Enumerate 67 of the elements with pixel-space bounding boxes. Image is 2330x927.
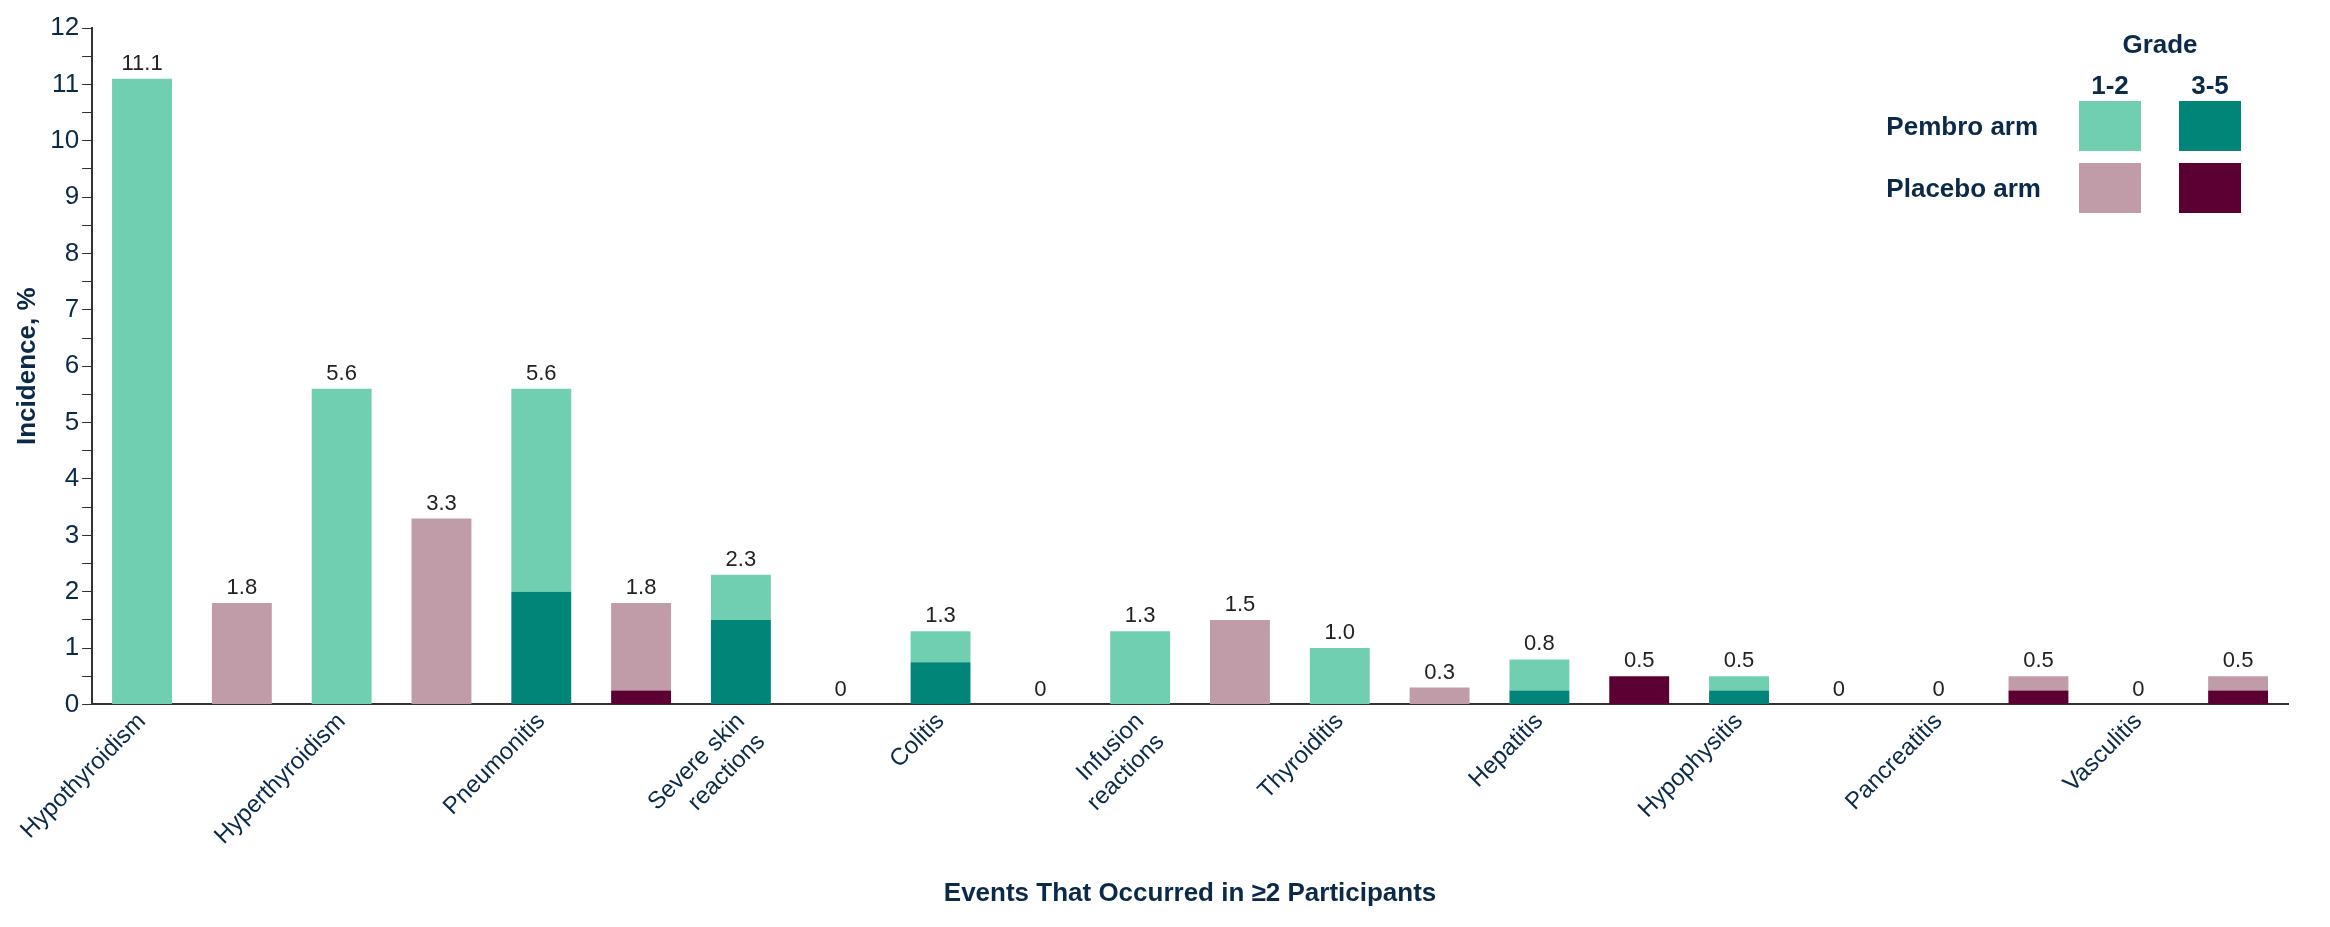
bar bbox=[1709, 690, 1769, 704]
y-tick-label: 7 bbox=[64, 293, 80, 324]
total-label: 0 bbox=[1932, 675, 1945, 701]
y-tick-label: 9 bbox=[64, 180, 80, 211]
y-tick-label: 1 bbox=[64, 631, 80, 662]
y-tick-label: 10 bbox=[50, 123, 80, 154]
bar bbox=[311, 388, 372, 704]
y-axis-title: Incidence, % bbox=[10, 287, 41, 445]
total-label: 11.1 bbox=[121, 49, 163, 75]
bar bbox=[611, 603, 672, 691]
y-tick-label: 2 bbox=[64, 574, 80, 605]
bar bbox=[2208, 690, 2269, 704]
total-label: 0.5 bbox=[1623, 647, 1655, 673]
y-tick-label: 4 bbox=[64, 462, 80, 493]
total-label: 1.5 bbox=[1224, 590, 1256, 616]
total-label: 0.5 bbox=[2023, 647, 2054, 673]
annotation: Placebo arm bbox=[1885, 171, 2042, 205]
legend-title: Grade bbox=[2121, 28, 2199, 61]
text: 3-5 bbox=[2190, 70, 2230, 100]
bar bbox=[1309, 648, 1370, 704]
y-tick-label: 8 bbox=[64, 236, 80, 267]
total-label: 5.6 bbox=[525, 359, 557, 385]
total-label: 1.3 bbox=[1124, 602, 1156, 628]
y-tick-label: 11 bbox=[52, 67, 80, 98]
bar bbox=[611, 690, 672, 704]
bar bbox=[511, 388, 572, 592]
x-axis-title: Events That Occurred in ≥2 Participants bbox=[943, 876, 1437, 907]
total-label: 1.8 bbox=[625, 574, 657, 600]
total-label: 0.5 bbox=[2222, 647, 2254, 673]
total-label: 2.3 bbox=[725, 545, 757, 571]
bar bbox=[1509, 659, 1570, 691]
bar bbox=[2008, 676, 2069, 691]
bar bbox=[1210, 619, 1270, 704]
total-label: 0.8 bbox=[1524, 630, 1555, 656]
bar bbox=[1409, 687, 1470, 704]
bar bbox=[2008, 690, 2069, 704]
bar bbox=[1609, 676, 1670, 704]
bar bbox=[112, 78, 172, 704]
total-label: 3.3 bbox=[426, 489, 457, 515]
total-label: 0.3 bbox=[1424, 658, 1455, 684]
y-tick-label: 12 bbox=[50, 11, 80, 42]
y-tick-label: 3 bbox=[64, 518, 80, 549]
y-tick-label: 5 bbox=[64, 405, 80, 436]
text: 1-2 bbox=[2090, 70, 2130, 100]
bar bbox=[1509, 690, 1570, 704]
y-tick-label: 0 bbox=[64, 687, 80, 718]
annotation: Pembro arm bbox=[1885, 109, 2040, 143]
bar bbox=[511, 591, 572, 704]
bar bbox=[1709, 676, 1769, 691]
total-label: 1.0 bbox=[1324, 619, 1356, 645]
total-label: 1.8 bbox=[226, 574, 258, 600]
total-label: 1.3 bbox=[925, 602, 956, 628]
total-label: 0 bbox=[834, 675, 847, 701]
bar bbox=[710, 574, 771, 620]
total-label: 0 bbox=[1034, 675, 1047, 701]
bar bbox=[910, 662, 971, 704]
y-tick-label: 6 bbox=[64, 349, 80, 380]
total-label: 0 bbox=[1832, 675, 1845, 701]
bar bbox=[1110, 631, 1171, 704]
total-label: 0 bbox=[2132, 675, 2145, 701]
total-label: 0.5 bbox=[1723, 647, 1755, 673]
bar bbox=[411, 518, 472, 704]
bar bbox=[710, 619, 771, 704]
total-label: 5.6 bbox=[326, 359, 357, 385]
bar bbox=[910, 631, 971, 663]
bar bbox=[2208, 676, 2269, 691]
bar bbox=[211, 603, 272, 704]
